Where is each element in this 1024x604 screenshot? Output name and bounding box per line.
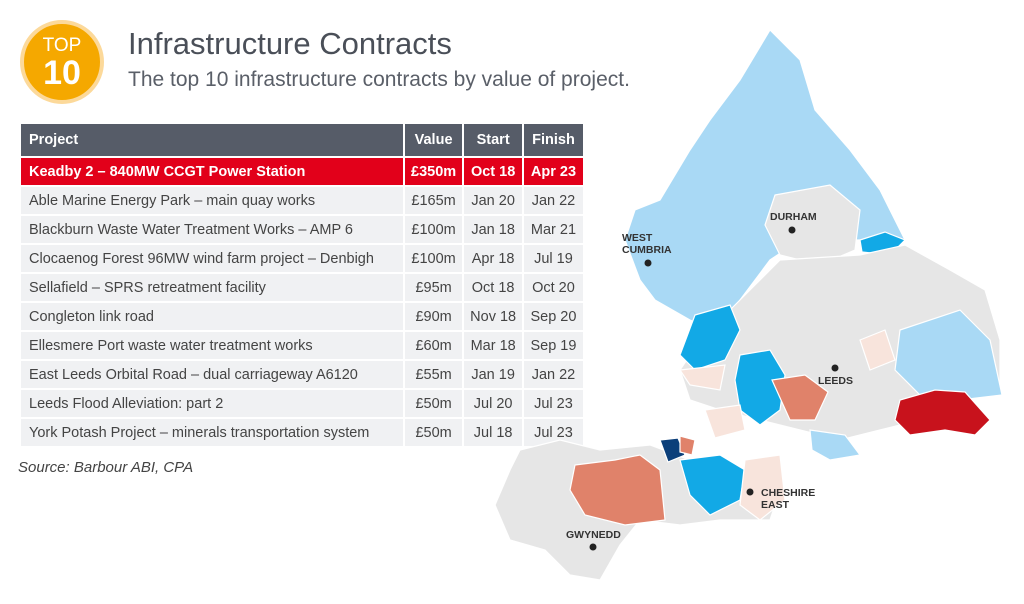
cell-start: Jan 19 xyxy=(464,361,523,388)
marker-leeds xyxy=(831,364,839,372)
cell-value: £50m xyxy=(405,390,463,417)
col-value: Value xyxy=(405,124,463,156)
cell-finish: Sep 20 xyxy=(524,303,583,330)
region-denbigh-salmon xyxy=(569,454,666,526)
cell-finish: Jul 23 xyxy=(524,419,583,446)
map-markers xyxy=(589,226,839,551)
cell-value: £350m xyxy=(405,158,463,185)
cell-project: Ellesmere Port waste water treatment wor… xyxy=(21,332,403,359)
table-row: Able Marine Energy Park – main quay work… xyxy=(21,187,583,214)
marker-west-cumbria xyxy=(644,259,652,267)
cell-project: Blackburn Waste Water Treatment Works – … xyxy=(21,216,403,243)
cell-start: Jul 20 xyxy=(464,390,523,417)
region-lancashire xyxy=(679,304,741,371)
cell-value: £100m xyxy=(405,245,463,272)
cell-finish: Jul 23 xyxy=(524,390,583,417)
cell-start: Mar 18 xyxy=(464,332,523,359)
label-west-cumbria-1: WEST xyxy=(622,232,653,244)
cell-finish: Apr 23 xyxy=(524,158,583,185)
cell-project: York Potash Project – minerals transport… xyxy=(21,419,403,446)
table-row: York Potash Project – minerals transport… xyxy=(21,419,583,446)
table-row: Leeds Flood Alleviation: part 2 £50m Jul 2… xyxy=(21,390,583,417)
cell-project: Keadby 2 – 840MW CCGT Power Station xyxy=(21,158,403,185)
col-start: Start xyxy=(464,124,523,156)
table-row: East Leeds Orbital Road – dual carriagew… xyxy=(21,361,583,388)
cell-project: Congleton link road xyxy=(21,303,403,330)
col-project: Project xyxy=(21,124,403,156)
contracts-table: Project Value Start Finish Keadby 2 – 84… xyxy=(19,122,585,448)
region-light-blue-south xyxy=(809,429,862,461)
region-leeds-salmon xyxy=(771,374,829,421)
region-dark-blue xyxy=(659,437,686,463)
top-10-badge: TOP 10 xyxy=(20,20,104,104)
region-keadby-red xyxy=(894,389,991,436)
table-row: Clocaenog Forest 96MW wind farm project … xyxy=(21,245,583,272)
table-row: Keadby 2 – 840MW CCGT Power Station £350m… xyxy=(21,158,583,185)
cell-start: Oct 18 xyxy=(464,158,523,185)
cell-start: Oct 18 xyxy=(464,274,523,301)
cell-finish: Jan 22 xyxy=(524,187,583,214)
cell-project: Able Marine Energy Park – main quay work… xyxy=(21,187,403,214)
cell-project: Sellafield – SPRS retreatment facility xyxy=(21,274,403,301)
page-subtitle: The top 10 infrastructure contracts by v… xyxy=(128,68,630,91)
col-finish: Finish xyxy=(524,124,583,156)
region-pale-3 xyxy=(704,404,746,439)
marker-cheshire-east xyxy=(746,488,754,496)
marker-gwynedd xyxy=(589,543,597,551)
cell-value: £55m xyxy=(405,361,463,388)
cell-start: Jan 18 xyxy=(464,216,523,243)
table-row: Sellafield – SPRS retreatment facility £9… xyxy=(21,274,583,301)
cell-finish: Jul 19 xyxy=(524,245,583,272)
cell-start: Nov 18 xyxy=(464,303,523,330)
page-title: Infrastructure Contracts xyxy=(128,26,452,61)
cell-value: £165m xyxy=(405,187,463,214)
cell-value: £90m xyxy=(405,303,463,330)
label-gwynedd: GWYNEDD xyxy=(566,529,621,541)
cell-finish: Jan 22 xyxy=(524,361,583,388)
cell-project: Leeds Flood Alleviation: part 2 xyxy=(21,390,403,417)
cell-value: £60m xyxy=(405,332,463,359)
source-note: Source: Barbour ABI, CPA xyxy=(18,459,194,476)
region-pale-2 xyxy=(678,364,726,391)
cell-start: Apr 18 xyxy=(464,245,523,272)
region-east-riding xyxy=(894,309,1003,401)
table-row: Ellesmere Port waste water treatment wor… xyxy=(21,332,583,359)
region-cheshire-east-pale xyxy=(739,454,786,521)
table-row: Blackburn Waste Water Treatment Works – … xyxy=(21,216,583,243)
label-durham: DURHAM xyxy=(770,211,817,223)
region-pale-1 xyxy=(859,329,896,371)
marker-durham xyxy=(788,226,796,234)
cell-finish: Mar 21 xyxy=(524,216,583,243)
cell-finish: Oct 20 xyxy=(524,274,583,301)
cell-value: £50m xyxy=(405,419,463,446)
label-leeds: LEEDS xyxy=(818,375,853,387)
cell-start: Jul 18 xyxy=(464,419,523,446)
label-cheshire-east-2: EAST xyxy=(761,499,790,511)
cell-start: Jan 20 xyxy=(464,187,523,214)
region-manchester-blue xyxy=(734,349,786,426)
table-header: Project Value Start Finish xyxy=(21,124,583,156)
cell-value: £95m xyxy=(405,274,463,301)
cell-project: Clocaenog Forest 96MW wind farm project … xyxy=(21,245,403,272)
label-west-cumbria-2: CUMBRIA xyxy=(622,244,672,256)
region-salmon-small xyxy=(679,435,696,456)
cell-value: £100m xyxy=(405,216,463,243)
table-row: Congleton link road £90m Nov 18 Sep 20 xyxy=(21,303,583,330)
label-cheshire-east-1: CHESHIRE xyxy=(761,487,815,499)
cell-finish: Sep 19 xyxy=(524,332,583,359)
cell-project: East Leeds Orbital Road – dual carriagew… xyxy=(21,361,403,388)
